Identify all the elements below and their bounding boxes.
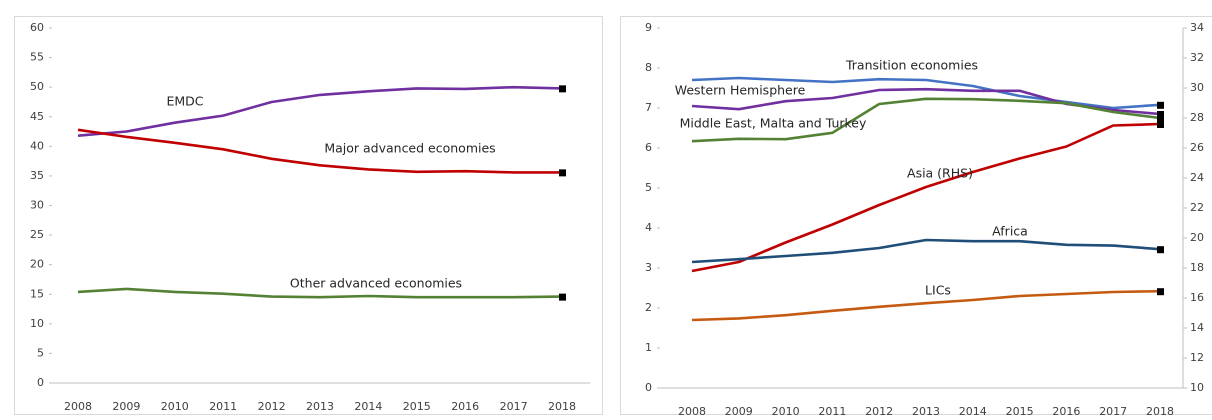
x-tick-label: 2013 (912, 405, 940, 418)
y-tick-label: 7 (645, 101, 652, 114)
series-line (691, 122, 1161, 273)
y2-tick-label: 12 (1190, 351, 1204, 364)
series-label: Middle East, Malta and Turkey (680, 116, 867, 131)
y2-tick-label: 14 (1190, 321, 1204, 334)
end-marker (559, 169, 566, 177)
y2-tick-label: 30 (1190, 81, 1204, 94)
y-tick-label: 10 (30, 317, 44, 330)
x-tick-label: 2016 (451, 400, 479, 413)
series-line (77, 128, 562, 174)
x-tick-label: 2017 (500, 400, 528, 413)
end-marker (1157, 121, 1164, 128)
chart-frame (14, 16, 603, 415)
end-marker (1157, 288, 1164, 296)
y-tick-label: 20 (30, 258, 44, 271)
y-tick-label: 4 (645, 221, 652, 234)
x-tick-label: 2014 (354, 400, 382, 413)
x-tick-label: 2009 (725, 405, 753, 418)
series-label: Africa (992, 224, 1028, 239)
y-tick-label: 55 (30, 51, 44, 64)
end-marker (1157, 101, 1164, 109)
x-tick-label: 2009 (112, 400, 140, 413)
series-line (691, 76, 1161, 110)
series-line (691, 97, 1161, 143)
series-label: Transition economies (845, 58, 978, 73)
end-marker (559, 293, 566, 301)
y2-tick-label: 34 (1190, 21, 1204, 34)
x-tick-label: 2008 (64, 400, 92, 413)
y-tick-label: 45 (30, 110, 44, 123)
y2-tick-label: 10 (1190, 381, 1204, 394)
y-tick-label: 30 (30, 199, 44, 212)
y-tick-label: 15 (30, 287, 44, 300)
chart-frame (620, 16, 1212, 415)
end-marker (1157, 246, 1164, 254)
x-tick-label: 2017 (1099, 405, 1127, 418)
end-marker (559, 85, 566, 93)
x-tick-label: 2013 (306, 400, 334, 413)
series-line (691, 289, 1161, 322)
series-label: Major advanced economies (324, 141, 495, 156)
y-tick-label: 25 (30, 228, 44, 241)
y2-tick-label: 32 (1190, 51, 1204, 64)
y-tick-label: 9 (645, 21, 652, 34)
series-label: EMDC (166, 94, 203, 109)
y-tick-label: 5 (37, 346, 44, 359)
x-tick-label: 2011 (209, 400, 237, 413)
y-tick-label: 60 (30, 21, 44, 34)
series-line (77, 287, 563, 299)
y-tick-label: 3 (645, 261, 652, 274)
series-label: Other advanced economies (290, 276, 462, 291)
x-tick-label: 2011 (818, 405, 846, 418)
x-tick-label: 2018 (1146, 405, 1174, 418)
series-label: Asia (RHS) (907, 166, 973, 181)
series-label: LICs (925, 283, 951, 298)
end-marker (1157, 115, 1164, 122)
y2-tick-label: 22 (1190, 201, 1204, 214)
y-tick-label: 1 (645, 341, 652, 354)
x-tick-label: 2008 (678, 405, 706, 418)
y2-tick-label: 26 (1190, 141, 1204, 154)
y2-tick-label: 24 (1190, 171, 1204, 184)
x-tick-label: 2010 (161, 400, 189, 413)
y-tick-label: 8 (645, 61, 652, 74)
y-tick-label: 0 (37, 376, 44, 389)
y-tick-label: 6 (645, 141, 652, 154)
y-tick-label: 50 (30, 80, 44, 93)
x-tick-label: 2012 (865, 405, 893, 418)
x-tick-label: 2018 (548, 400, 576, 413)
x-tick-label: 2014 (959, 405, 987, 418)
y-tick-label: 0 (645, 381, 652, 394)
end-marker (1157, 111, 1164, 118)
x-tick-label: 2016 (1052, 405, 1080, 418)
y2-tick-label: 28 (1190, 111, 1204, 124)
series-line (77, 85, 563, 137)
y-tick-label: 2 (645, 301, 652, 314)
y2-tick-label: 20 (1190, 231, 1204, 244)
x-tick-label: 2015 (403, 400, 431, 413)
y-tick-label: 5 (645, 181, 652, 194)
series-label: Western Hemisphere (675, 83, 806, 98)
x-tick-label: 2012 (258, 400, 286, 413)
series-line (691, 238, 1161, 264)
y2-tick-label: 16 (1190, 291, 1204, 304)
x-tick-label: 2010 (772, 405, 800, 418)
y-tick-label: 35 (30, 169, 44, 182)
x-tick-label: 2015 (1006, 405, 1034, 418)
y-tick-label: 40 (30, 139, 44, 152)
y2-tick-label: 18 (1190, 261, 1204, 274)
